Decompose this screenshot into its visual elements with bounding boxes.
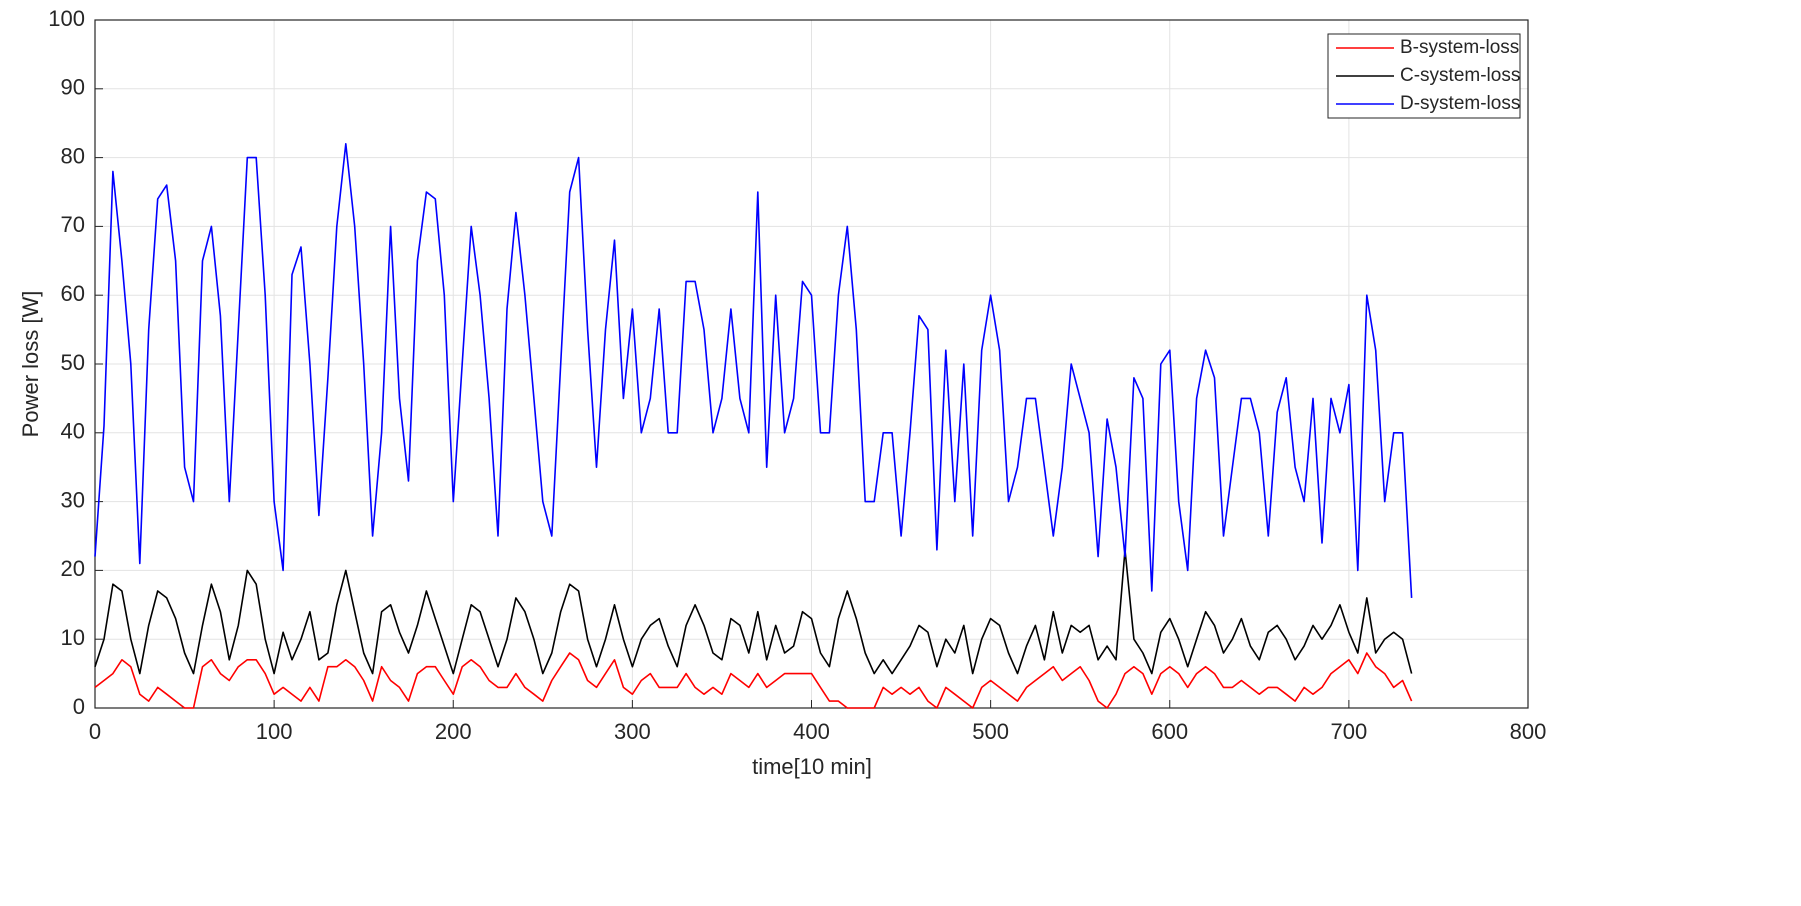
y-tick-label: 30 bbox=[61, 487, 85, 512]
x-tick-label: 100 bbox=[256, 719, 293, 744]
legend-label: C-system-loss bbox=[1400, 65, 1520, 86]
series-line bbox=[94, 143, 1413, 598]
y-tick-label: 80 bbox=[61, 143, 85, 168]
x-tick-label: 500 bbox=[972, 719, 1009, 744]
y-tick-label: 20 bbox=[61, 556, 85, 581]
series-line bbox=[94, 652, 1413, 709]
x-tick-label: 700 bbox=[1331, 719, 1368, 744]
legend-label: B-system-loss bbox=[1400, 37, 1519, 58]
x-tick-label: 200 bbox=[435, 719, 472, 744]
series-line bbox=[94, 549, 1413, 675]
y-axis-label: Power loss [W] bbox=[18, 291, 43, 438]
y-tick-label: 10 bbox=[61, 625, 85, 650]
x-axis-label: time[10 min] bbox=[752, 754, 872, 779]
y-tick-label: 60 bbox=[61, 281, 85, 306]
x-tick-label: 600 bbox=[1151, 719, 1188, 744]
y-tick-label: 90 bbox=[61, 75, 85, 100]
legend-label: D-system-loss bbox=[1400, 93, 1520, 114]
y-tick-label: 100 bbox=[48, 6, 85, 31]
x-tick-label: 300 bbox=[614, 719, 651, 744]
x-tick-label: 0 bbox=[89, 719, 101, 744]
y-tick-label: 0 bbox=[73, 694, 85, 719]
y-tick-label: 70 bbox=[61, 212, 85, 237]
y-tick-label: 40 bbox=[61, 419, 85, 444]
plot-frame bbox=[94, 19, 1529, 709]
x-tick-label: 800 bbox=[1510, 719, 1547, 744]
y-tick-label: 50 bbox=[61, 350, 85, 375]
x-tick-label: 400 bbox=[793, 719, 830, 744]
